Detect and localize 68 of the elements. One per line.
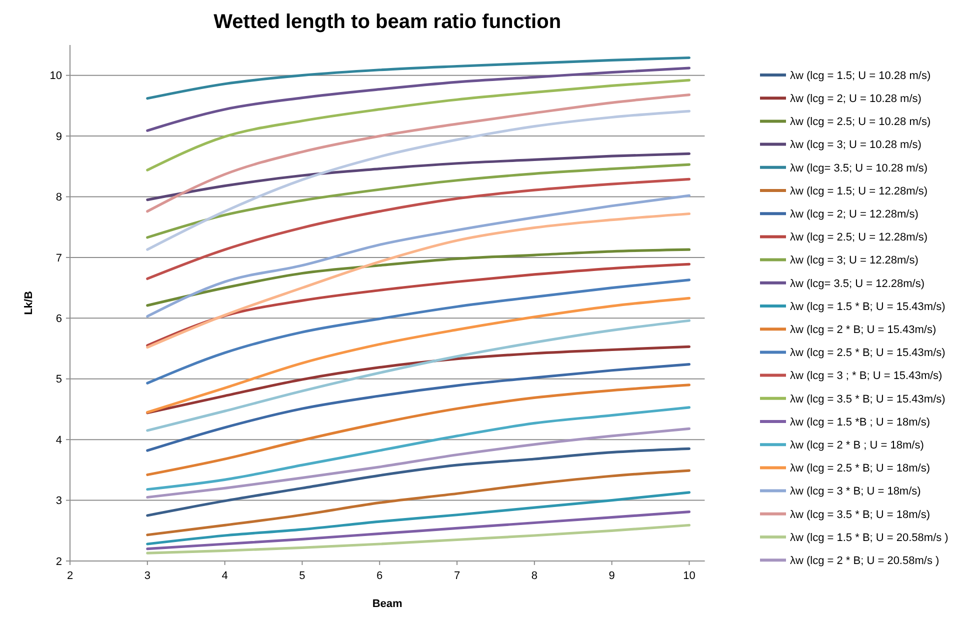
legend-label: λw (lcg= 3.5; U = 12.28m/s) — [790, 278, 924, 290]
legend-label: λw (lcg = 2.5 * B; U = 15.43m/s) — [790, 347, 946, 360]
x-tick-label: 7 — [454, 570, 460, 582]
legend-label: λw (lcg = 3 * B; U = 18m/s) — [790, 486, 921, 498]
legend-label: λw (lcg = 3.5 * B; U = 15.43m/s) — [790, 393, 946, 406]
legend-label: λw (lcg = 1.5 *B ; U = 18m/s) — [790, 416, 930, 428]
line-series — [146, 93, 691, 213]
x-tick-label: 4 — [222, 570, 228, 582]
legend-label: λw (lcg = 2; U = 10.28 m/s) — [790, 92, 922, 105]
y-tick-label: 9 — [56, 130, 62, 143]
line-series — [146, 296, 691, 414]
line-series — [146, 212, 691, 349]
line-series — [146, 524, 691, 554]
legend-label: λw (lcg = 2.5; U = 10.28 m/s) — [790, 116, 931, 128]
legend-label: λw (lcg = 1.5 * B; U = 20.58m/s ) — [790, 532, 948, 544]
line-series — [146, 345, 691, 414]
line-series — [146, 78, 691, 172]
legend-label: λw (lcg = 2.5 * B; U = 18m/s) — [790, 462, 930, 475]
line-series — [146, 152, 691, 202]
x-tick-label: 3 — [144, 570, 150, 582]
y-tick-label: 5 — [56, 374, 62, 386]
line-series — [146, 469, 691, 536]
chart-title: Wetted length to beam ratio function — [214, 11, 562, 33]
line-series — [146, 510, 691, 550]
y-tick-label: 8 — [56, 192, 62, 204]
line-series — [146, 447, 691, 517]
legend-label: λw (lcg = 3.5 * B; U = 18m/s) — [790, 508, 930, 521]
x-tick-label: 2 — [66, 570, 74, 582]
x-tick-label: 10 — [683, 570, 696, 582]
line-series — [146, 406, 691, 491]
line-series — [146, 178, 691, 280]
line-series — [146, 491, 691, 546]
line-series — [146, 319, 691, 432]
legend-label: λw (lcg = 2 * B; U = 15.43m/s) — [790, 324, 936, 336]
y-tick-label: 7 — [56, 252, 62, 264]
legend-label: λw (lcg = 2.5; U = 12.28m/s) — [790, 232, 928, 244]
line-series — [146, 427, 691, 499]
x-tick-label: 9 — [608, 570, 615, 582]
x-tick-label: 6 — [376, 570, 383, 582]
y-tick-label: 6 — [56, 313, 62, 326]
x-axis-title: Beam — [372, 598, 403, 610]
legend-label: λw (lcg = 1.5; U = 10.28 m/s) — [790, 70, 931, 82]
line-series — [146, 278, 691, 384]
y-tick-label: 4 — [56, 434, 62, 446]
line-series — [146, 163, 691, 239]
y-tick-label: 3 — [56, 495, 62, 508]
legend-label: λw (lcg = 2; U = 12.28m/s) — [790, 208, 918, 220]
legend-label: λw (lcg = 1.5 * B; U = 15.43m/s) — [790, 300, 946, 313]
line-series — [146, 66, 691, 132]
y-axis-title: Lk/B — [23, 291, 35, 315]
line-series — [146, 262, 691, 347]
x-tick-label: 8 — [531, 570, 538, 582]
legend-label: λw (lcg = 3 ; * B; U = 15.43m/s) — [790, 370, 942, 382]
line-series — [146, 56, 691, 100]
line-series — [146, 384, 691, 476]
legend-label: λw (lcg= 3.5; U = 10.28 m/s) — [790, 162, 928, 174]
legend-label: λw (lcg = 2 * B; U = 20.58m/s ) — [790, 554, 940, 567]
line-series — [146, 363, 691, 452]
legend-label: λw (lcg = 1.5; U = 12.28m/s) — [790, 185, 928, 198]
legend-label: λw (lcg = 3; U = 10.28 m/s) — [790, 139, 922, 152]
legend-label: λw (lcg = 2 * B ; U = 18m/s) — [790, 439, 924, 452]
legend-label: λw (lcg = 3; U = 12.28m/s) — [790, 254, 918, 267]
y-tick-label: 2 — [56, 556, 62, 568]
line-series — [146, 248, 691, 307]
y-tick-label: 10 — [50, 70, 62, 82]
line-series — [146, 110, 691, 251]
x-tick-label: 5 — [299, 570, 306, 582]
line-series — [146, 194, 691, 318]
